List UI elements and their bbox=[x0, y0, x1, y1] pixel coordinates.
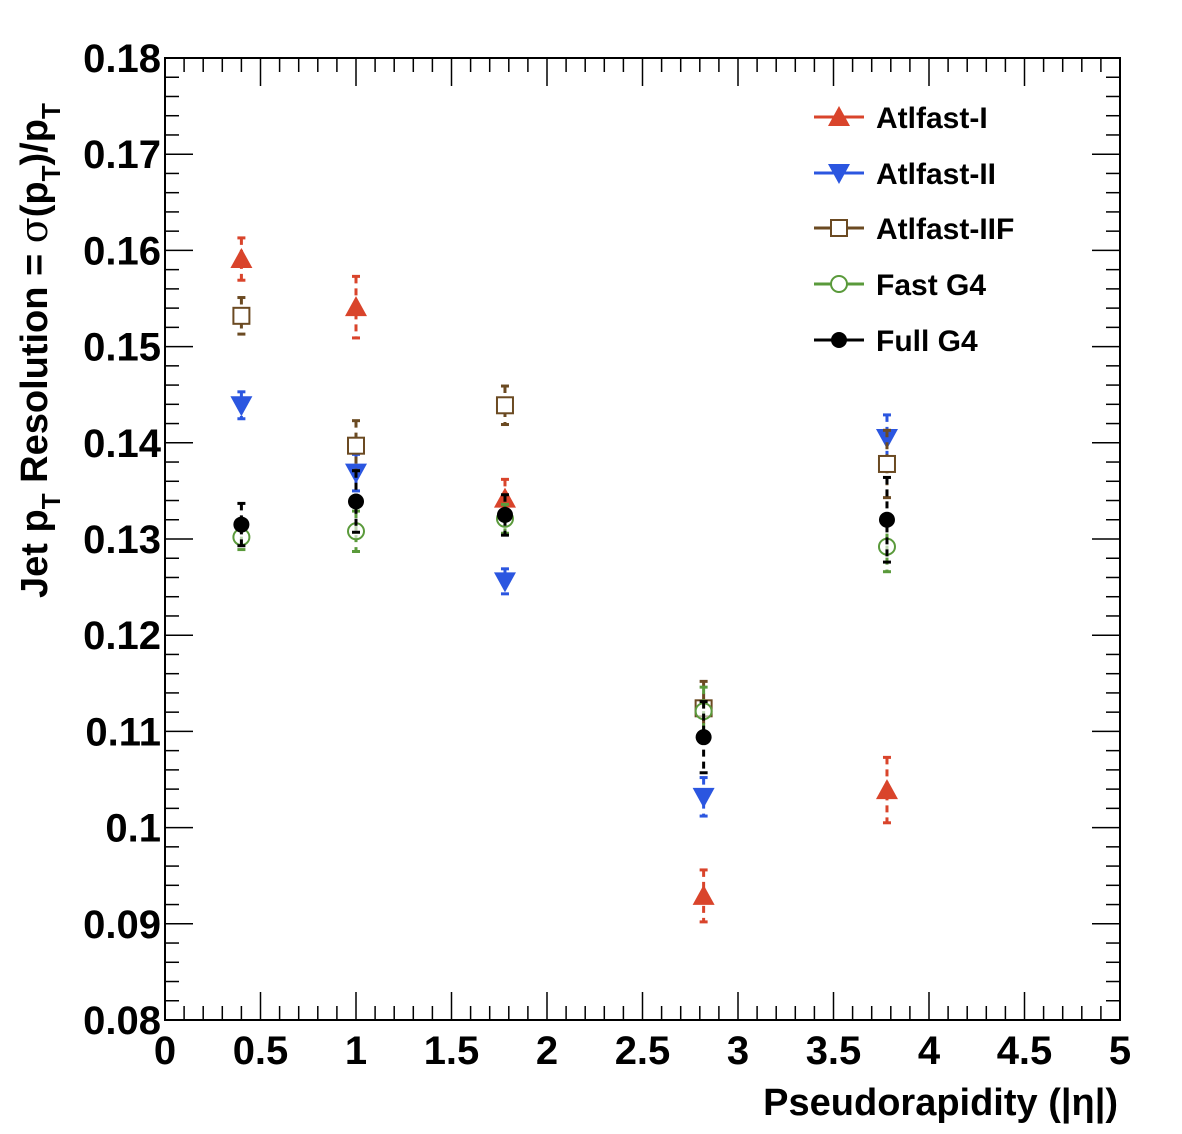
data-point-atlfast-ii bbox=[493, 567, 516, 596]
marker-triangle-up bbox=[692, 884, 715, 905]
y-title-sub-1: T bbox=[36, 493, 66, 509]
y-tick-label: 0.12 bbox=[83, 614, 161, 658]
legend-label: Full G4 bbox=[876, 325, 978, 358]
x-tick-label: 2 bbox=[536, 1029, 558, 1073]
legend-entry-atlfast-iif: Atlfast-IIF bbox=[814, 213, 1014, 246]
x-tick-label: 0.5 bbox=[233, 1029, 289, 1073]
x-tick-label: 0 bbox=[154, 1029, 176, 1073]
y-tick-label: 0.08 bbox=[83, 999, 161, 1043]
tick-labels: 0 0.5 1 1.5 2 2.5 3 3.5 4 4.5 5 0.08 0.09 0.1 0.11 0.12… bbox=[83, 37, 1131, 1073]
marker-square bbox=[347, 436, 365, 455]
x-tick-label: 1.5 bbox=[424, 1029, 480, 1073]
data-point-atlfast-i bbox=[345, 274, 367, 340]
marker-square bbox=[232, 306, 251, 325]
legend-filled-circle-icon bbox=[831, 332, 847, 348]
marker-filled-circle bbox=[878, 511, 895, 528]
x-tick-label: 3.5 bbox=[806, 1029, 862, 1073]
marker-filled-circle bbox=[348, 493, 364, 510]
legend-label: Atlfast-I bbox=[876, 102, 988, 135]
x-tick-label: 5 bbox=[1109, 1029, 1131, 1073]
y-title-part-c: (p bbox=[14, 181, 56, 217]
data-point-full-g4 bbox=[348, 469, 364, 534]
y-tick-label: 0.15 bbox=[83, 326, 161, 370]
marker-triangle-down bbox=[493, 572, 516, 593]
legend-entry-fast-g4: Fast G4 bbox=[814, 269, 986, 302]
y-tick-label: 0.17 bbox=[83, 133, 161, 177]
legend-entry-atlfast-i: Atlfast-I bbox=[814, 102, 988, 135]
legend: Atlfast-I Atlfast-II Atlfast-IIF Fast G4… bbox=[814, 102, 1014, 358]
marker-filled-circle bbox=[233, 516, 250, 533]
y-tick-label: 0.13 bbox=[83, 518, 161, 562]
y-title-sigma: σ bbox=[12, 217, 56, 243]
marker-filled-circle bbox=[496, 506, 513, 523]
x-axis-title: Pseudorapidity (|η|) bbox=[763, 1082, 1118, 1124]
data-point-atlfast-iif bbox=[877, 428, 896, 500]
x-tick-label: 3 bbox=[727, 1029, 749, 1073]
data-point-atlfast-iif bbox=[495, 384, 514, 427]
marker-triangle-down bbox=[692, 787, 715, 808]
y-title-sub-3: T bbox=[36, 103, 66, 119]
data-point-atlfast-ii bbox=[230, 390, 253, 421]
marker-filled-circle bbox=[695, 729, 712, 746]
y-title-part-d: )/p bbox=[14, 119, 56, 165]
data-point-atlfast-i bbox=[875, 755, 898, 825]
data-point-atlfast-i bbox=[692, 868, 715, 924]
marker-square bbox=[877, 454, 896, 473]
data-points bbox=[230, 236, 898, 924]
legend-square-icon bbox=[830, 219, 848, 237]
x-tick-label: 2.5 bbox=[615, 1029, 671, 1073]
plot-frame bbox=[164, 57, 1121, 1021]
marker-triangle-up bbox=[875, 779, 898, 800]
data-point-full-g4 bbox=[496, 493, 513, 537]
marker-triangle-up bbox=[230, 248, 253, 269]
data-point-atlfast-iif bbox=[232, 296, 251, 336]
data-point-atlfast-i bbox=[230, 236, 253, 282]
marker-triangle-down bbox=[875, 428, 898, 449]
x-tick-label: 1 bbox=[345, 1029, 367, 1073]
y-tick-label: 0.1 bbox=[105, 807, 161, 851]
y-tick-label: 0.18 bbox=[83, 37, 161, 81]
y-tick-label: 0.14 bbox=[83, 422, 162, 466]
marker-triangle-down bbox=[230, 396, 253, 417]
legend-triangle-down-icon bbox=[828, 164, 850, 184]
x-tick-label: 4.5 bbox=[997, 1029, 1053, 1073]
legend-entry-atlfast-ii: Atlfast-II bbox=[814, 158, 996, 191]
y-title-part-a: Jet p bbox=[14, 509, 56, 598]
y-axis-title: Jet pT Resolution = σ(pT)/pT bbox=[12, 103, 66, 598]
data-point-full-g4 bbox=[233, 501, 250, 548]
marker-square bbox=[495, 396, 514, 415]
y-tick-label: 0.11 bbox=[85, 710, 161, 754]
data-point-full-g4 bbox=[695, 700, 712, 775]
legend-entry-full-g4: Full G4 bbox=[814, 325, 978, 358]
legend-label: Fast G4 bbox=[876, 269, 986, 302]
data-point-atlfast-ii bbox=[692, 776, 715, 818]
legend-open-circle-icon bbox=[830, 275, 848, 293]
data-point-full-g4 bbox=[878, 475, 895, 564]
y-title-sub-2: T bbox=[36, 165, 66, 181]
y-tick-label: 0.09 bbox=[83, 903, 161, 947]
marker-triangle-up bbox=[345, 296, 367, 317]
legend-label: Atlfast-IIF bbox=[876, 213, 1014, 246]
legend-triangle-up-icon bbox=[828, 106, 850, 126]
y-title-part-b: Resolution = bbox=[14, 243, 56, 493]
y-tick-label: 0.16 bbox=[83, 229, 161, 273]
x-tick-label: 4 bbox=[918, 1029, 941, 1073]
legend-label: Atlfast-II bbox=[876, 158, 996, 191]
axis-ticks bbox=[164, 57, 1121, 1021]
